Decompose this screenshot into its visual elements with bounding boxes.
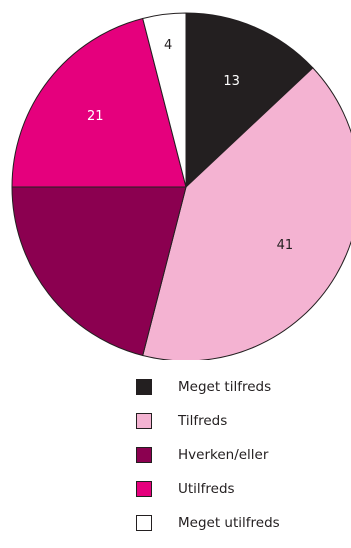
pie-slice-meget-tilfreds (185, 12, 314, 189)
legend-label: Tilfreds (178, 413, 228, 429)
legend-swatch (136, 481, 152, 497)
pie-slices (11, 12, 351, 360)
legend-swatch (136, 413, 152, 429)
legend-item-meget-tilfreds: Meget tilfreds (136, 378, 346, 412)
legend-label: Utilfreds (178, 481, 235, 497)
pie-slice-hverken-eller (11, 186, 187, 357)
pie-slice-labels: 13 41 21 4 (87, 38, 293, 253)
pie-slice-meget-utilfreds (142, 12, 187, 188)
legend-label: Hverken/eller (178, 447, 269, 463)
legend-label: Meget utilfreds (178, 515, 280, 531)
legend-swatch (136, 447, 152, 463)
legend-item-meget-utilfreds: Meget utilfreds (136, 514, 346, 548)
pie-slice-utilfreds (11, 17, 187, 188)
legend-swatch (136, 515, 152, 531)
legend-label: Meget tilfreds (178, 379, 272, 395)
legend-swatch (136, 379, 152, 395)
slice-value-label: 41 (277, 238, 294, 253)
slice-value-label: 13 (223, 74, 240, 89)
slice-value-label: 21 (87, 109, 104, 124)
legend-item-utilfreds: Utilfreds (136, 480, 346, 514)
pie-plot-area: 13 41 21 4 (11, 12, 351, 360)
pie-slice-tilfreds (142, 67, 351, 360)
slice-value-label: 4 (164, 38, 172, 53)
legend-item-tilfreds: Tilfreds (136, 412, 346, 446)
legend-item-hverken-eller: Hverken/eller (136, 446, 346, 480)
legend: Meget tilfreds Tilfreds Hverken/eller Utilf… (136, 378, 346, 548)
